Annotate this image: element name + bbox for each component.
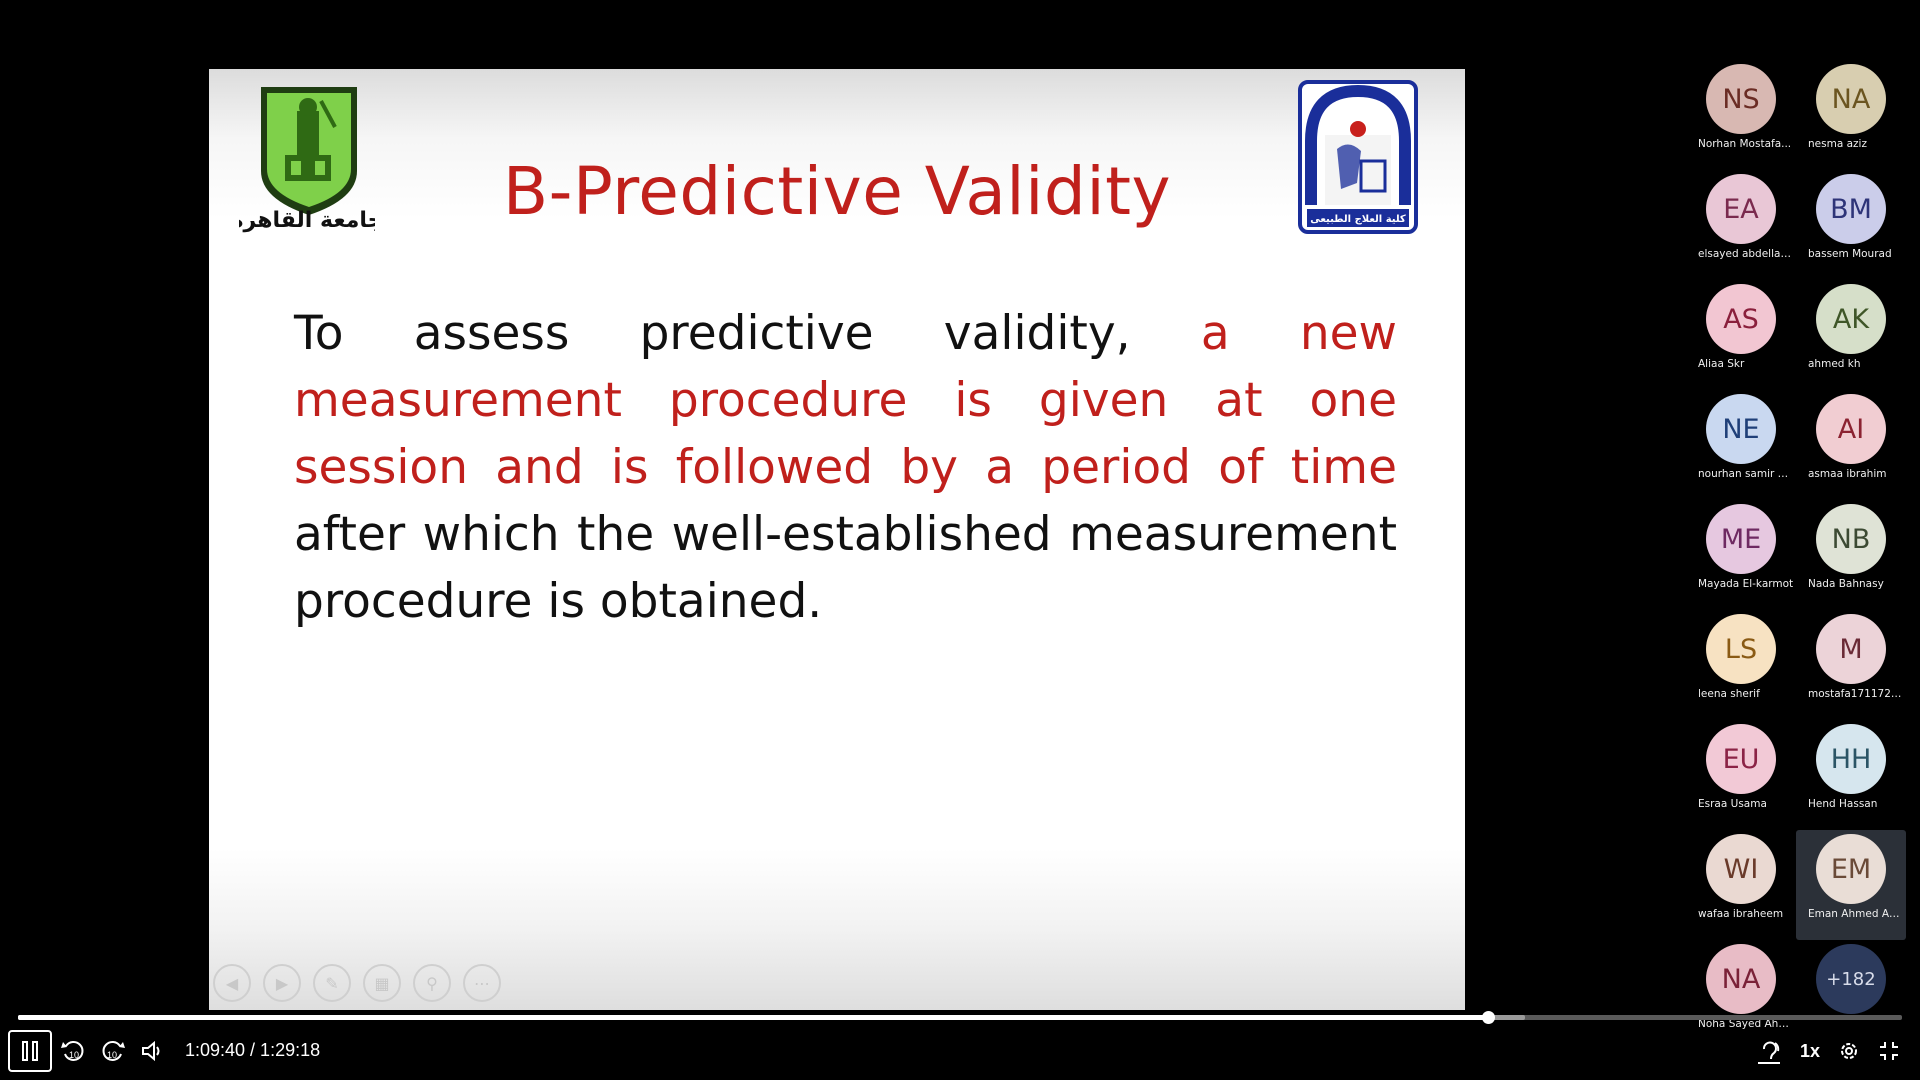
- pause-button[interactable]: [8, 1030, 52, 1072]
- cairo-university-logo: جامعة القاهرة: [239, 87, 375, 233]
- participant-tile[interactable]: NA nesma aziz: [1796, 60, 1906, 170]
- participant-name: Esraa Usama: [1698, 798, 1767, 810]
- previous-slide-icon[interactable]: ◀: [213, 964, 251, 1002]
- gear-icon: [1841, 1043, 1857, 1059]
- participant-name: bassem Mourad: [1808, 248, 1892, 260]
- participant-name: wafaa ibraheem: [1698, 908, 1784, 920]
- participant-name: nourhan samir Eb...: [1698, 468, 1794, 480]
- participant-tile[interactable]: AS Aliaa Skr: [1686, 280, 1796, 390]
- svg-text:10: 10: [69, 1050, 79, 1060]
- avatar: NA: [1706, 944, 1776, 1014]
- avatar: NS: [1706, 64, 1776, 134]
- participant-tile[interactable]: EM Eman Ahmed Ab...: [1796, 830, 1906, 940]
- participant-name: elsayed abdellatife: [1698, 248, 1794, 260]
- participant-name: Hend Hassan: [1808, 798, 1878, 810]
- seek-bar-thumb[interactable]: [1481, 1011, 1495, 1024]
- speaker-icon: [142, 1040, 160, 1062]
- participant-tile[interactable]: NB Nada Bahnasy: [1796, 500, 1906, 610]
- settings-button[interactable]: [1832, 1030, 1866, 1072]
- volume-button[interactable]: [136, 1030, 170, 1072]
- svg-text:كلية العلاج الطبيعى: كلية العلاج الطبيعى: [1310, 214, 1406, 225]
- avatar: BM: [1816, 174, 1886, 244]
- avatar: NA: [1816, 64, 1886, 134]
- participant-tile[interactable]: NA Noha Sayed Ahm...: [1686, 940, 1796, 1050]
- avatar: AK: [1816, 284, 1886, 354]
- slide-body-text: To assess predictive validity, a new mea…: [294, 300, 1397, 635]
- forward-10-button[interactable]: 10: [96, 1030, 130, 1072]
- rewind-10-button[interactable]: 10: [56, 1030, 90, 1072]
- participant-name: leena sherif: [1698, 688, 1760, 700]
- slide-title: B-Predictive Validity: [502, 153, 1172, 230]
- exit-fullscreen-icon: [1880, 1042, 1898, 1060]
- presentation-slide: جامعة القاهرة كلية العلاج الطبيعى B-Pred…: [209, 69, 1465, 1010]
- avatar: NB: [1816, 504, 1886, 574]
- avatar: EM: [1816, 834, 1886, 904]
- body-text-suffix: after which the well-established measure…: [294, 507, 1397, 629]
- participant-tile[interactable]: ME Mayada El-karmot: [1686, 500, 1796, 610]
- participant-tile[interactable]: EA elsayed abdellatife: [1686, 170, 1796, 280]
- more-options-icon[interactable]: ⋯: [463, 964, 501, 1002]
- avatar: M: [1816, 614, 1886, 684]
- participant-tile[interactable]: HH Hend Hassan: [1796, 720, 1906, 830]
- avatar: AI: [1816, 394, 1886, 464]
- participant-name: Aliaa Skr: [1698, 358, 1745, 370]
- seek-bar-played: [18, 1015, 1488, 1020]
- participant-name: nesma aziz: [1808, 138, 1867, 150]
- faculty-physical-therapy-logo: كلية العلاج الطبيعى: [1298, 80, 1418, 234]
- participant-tile[interactable]: NE nourhan samir Eb...: [1686, 390, 1796, 500]
- zoom-icon[interactable]: ⚲: [413, 964, 451, 1002]
- participant-name: Mayada El-karmot: [1698, 578, 1794, 590]
- avatar: EU: [1706, 724, 1776, 794]
- participant-name: mostafa171172@b...: [1808, 688, 1904, 700]
- seek-bar[interactable]: [18, 1011, 1902, 1024]
- participant-tile[interactable]: LS leena sherif: [1686, 610, 1796, 720]
- participant-tile[interactable]: AK ahmed kh: [1796, 280, 1906, 390]
- participant-name: Norhan Mostafa...: [1698, 138, 1792, 150]
- avatar: AS: [1706, 284, 1776, 354]
- exit-fullscreen-button[interactable]: [1872, 1030, 1906, 1072]
- avatar: ME: [1706, 504, 1776, 574]
- pen-icon[interactable]: ✎: [313, 964, 351, 1002]
- more-participants-tile[interactable]: +182: [1796, 940, 1906, 1050]
- participant-tile[interactable]: EU Esraa Usama: [1686, 720, 1796, 830]
- participant-name: ahmed kh: [1808, 358, 1861, 370]
- svg-text:جامعة القاهرة: جامعة القاهرة: [239, 208, 375, 233]
- avatar: +182: [1816, 944, 1886, 1014]
- rewind-10-icon: 10: [61, 1041, 84, 1061]
- participant-tile[interactable]: AI asmaa ibrahim: [1796, 390, 1906, 500]
- body-text-highlight: a new measurement procedure is given at …: [294, 306, 1397, 495]
- captions-button[interactable]: [1752, 1030, 1786, 1072]
- avatar: EA: [1706, 174, 1776, 244]
- pause-icon: [22, 1041, 38, 1061]
- participant-name: asmaa ibrahim: [1808, 468, 1887, 480]
- listening-ear-icon: [1758, 1041, 1780, 1064]
- participant-tile[interactable]: BM bassem Mourad: [1796, 170, 1906, 280]
- avatar: HH: [1816, 724, 1886, 794]
- avatar: LS: [1706, 614, 1776, 684]
- forward-10-icon: 10: [102, 1041, 125, 1061]
- slides-grid-icon[interactable]: ▦: [363, 964, 401, 1002]
- body-text-prefix: To assess predictive validity,: [294, 306, 1201, 361]
- avatar: WI: [1706, 834, 1776, 904]
- participant-tile[interactable]: WI wafaa ibraheem: [1686, 830, 1796, 940]
- playback-time: 1:09:40 / 1:29:18: [185, 1040, 321, 1060]
- next-slide-icon[interactable]: ▶: [263, 964, 301, 1002]
- participant-name: Eman Ahmed Ab...: [1808, 908, 1904, 920]
- participant-name: Nada Bahnasy: [1808, 578, 1884, 590]
- participant-tile[interactable]: NS Norhan Mostafa...: [1686, 60, 1796, 170]
- svg-text:10: 10: [107, 1050, 117, 1060]
- participant-tile[interactable]: Mmostafa171172@b...: [1796, 610, 1906, 720]
- avatar: NE: [1706, 394, 1776, 464]
- slide-navigation-tools: ◀ ▶ ✎ ▦ ⚲ ⋯: [213, 964, 501, 1002]
- playback-speed-button[interactable]: 1x: [1799, 1040, 1821, 1061]
